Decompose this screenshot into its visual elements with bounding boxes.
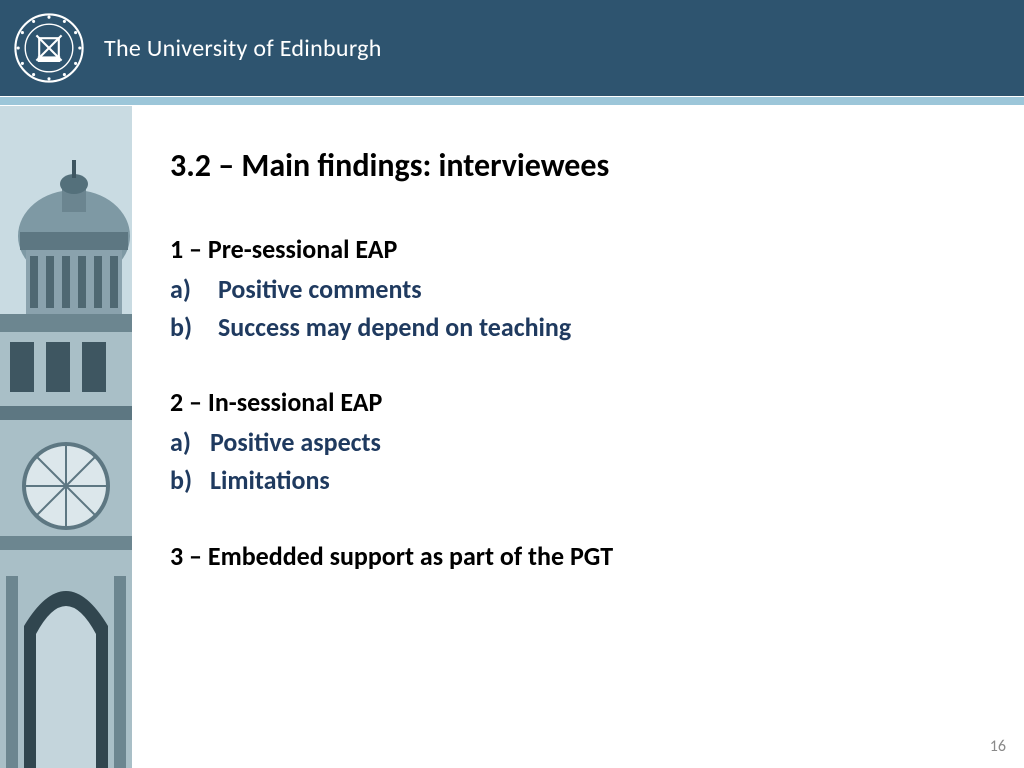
list-item: a) Positive comments bbox=[170, 271, 984, 309]
list-text: Positive aspects bbox=[210, 424, 381, 462]
section-1-heading: 1 – Pre-sessional EAP bbox=[170, 233, 984, 265]
section-2-list: a) Positive aspects b) Limitations bbox=[170, 424, 984, 499]
slide-content: 3.2 – Main findings: interviewees 1 – Pr… bbox=[170, 146, 984, 578]
list-marker: a) bbox=[170, 424, 210, 462]
side-building-photo bbox=[0, 106, 132, 768]
page-number: 16 bbox=[990, 737, 1006, 756]
list-text: Success may depend on teaching bbox=[218, 309, 571, 347]
university-crest-icon bbox=[14, 13, 84, 83]
list-text: Positive comments bbox=[218, 271, 422, 309]
list-marker: a) bbox=[170, 271, 218, 309]
list-item: b) Success may depend on teaching bbox=[170, 309, 984, 347]
header-title: The University of Edinburgh bbox=[104, 34, 382, 63]
slide-title: 3.2 – Main findings: interviewees bbox=[170, 146, 984, 185]
accent-strip bbox=[0, 96, 1024, 106]
slide-body: 3.2 – Main findings: interviewees 1 – Pr… bbox=[0, 106, 1024, 768]
section-3-heading: 3 – Embedded support as part of the PGT bbox=[170, 540, 984, 572]
section-2-heading: 2 – In-sessional EAP bbox=[170, 386, 984, 418]
header-band: The University of Edinburgh bbox=[0, 0, 1024, 96]
list-marker: b) bbox=[170, 309, 218, 347]
list-text: Limitations bbox=[210, 462, 330, 500]
list-item: a) Positive aspects bbox=[170, 424, 984, 462]
section-1-list: a) Positive comments b) Success may depe… bbox=[170, 271, 984, 346]
list-item: b) Limitations bbox=[170, 462, 984, 500]
list-marker: b) bbox=[170, 462, 210, 500]
